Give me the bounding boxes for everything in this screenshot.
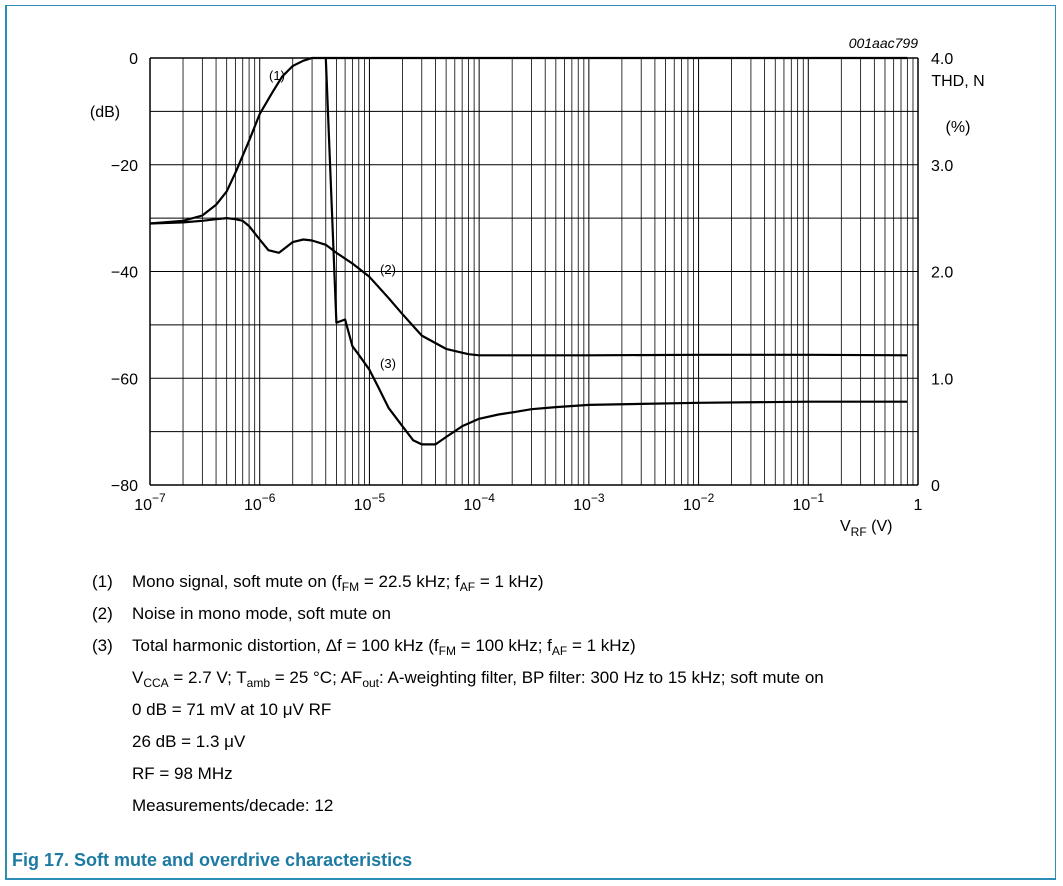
subscript: CCA: [143, 676, 169, 690]
subscript: AF: [459, 580, 476, 594]
note-text: Mono signal, soft mute on (fFM = 22.5 kH…: [132, 568, 544, 601]
text-run: : A-weighting filter, BP filter: 300 Hz …: [379, 668, 824, 687]
note-item: (3) Total harmonic distortion, Δf = 100 k…: [92, 632, 824, 664]
text-run: = 1 kHz): [567, 636, 636, 655]
chart-curves: [149, 56, 908, 446]
note-number: (1): [92, 572, 113, 591]
text-run: = 22.5 kHz; f: [359, 572, 460, 591]
x-tick-label: 1: [914, 497, 923, 514]
text-run: 26 dB = 1.3 μV: [132, 732, 246, 751]
x-tick-label: 10−5: [354, 491, 386, 514]
condition-line: 26 dB = 1.3 μV: [92, 728, 824, 760]
text-run: = 2.7 V; T: [168, 668, 247, 687]
figure-id: 001aac799: [849, 35, 919, 51]
chart-labels: (1) (2) (3) 0 −20 −40 −60 −80 (dB) 4.0 3.0 2.0 1.0 0 T…: [90, 35, 985, 539]
condition-line: RF = 98 MHz: [92, 760, 824, 792]
x-tick-label: 10−7: [134, 491, 166, 514]
y-left-tick-label: −20: [111, 158, 138, 175]
text-run: Total harmonic distortion, Δf = 100 kHz …: [132, 636, 439, 655]
y-right-axis-unit: (%): [946, 119, 971, 136]
subscript: amb: [246, 676, 270, 690]
figure-frame: [5, 5, 1056, 880]
chart: (1) (2) (3) 0 −20 −40 −60 −80 (dB) 4.0 3.0 2.0 1.0 0 T…: [90, 35, 985, 539]
y-right-tick-label: 2.0: [931, 265, 953, 282]
notes-block: (1) Mono signal, soft mute on (fFM = 22.5…: [92, 568, 824, 824]
y-left-tick-label: 0: [129, 51, 138, 68]
note-number: (3): [92, 636, 113, 655]
text-run: = 100 kHz; f: [455, 636, 552, 655]
y-right-tick-label: 3.0: [931, 158, 953, 175]
x-tick-label: 10−1: [793, 491, 825, 514]
series-label-3: (3): [380, 356, 396, 371]
condition-line: VCCA = 2.7 V; Tamb = 25 °C; AFout: A-wei…: [92, 664, 824, 696]
y-left-tick-label: −60: [111, 371, 138, 388]
series-line-2: [149, 217, 908, 357]
x-tick-label: 10−2: [683, 491, 715, 514]
x-axis-label: VRF (V): [840, 518, 892, 539]
subscript: AF: [551, 644, 568, 658]
subscript: out: [362, 676, 380, 690]
text-run: 0 dB = 71 mV at 10 μV RF: [132, 700, 332, 719]
text-run: Noise in mono mode, soft mute on: [132, 604, 391, 623]
subscript: FM: [438, 644, 456, 658]
conditions-list: VCCA = 2.7 V; Tamb = 25 °C; AFout: A-wei…: [92, 664, 824, 824]
x-tick-label: 10−3: [573, 491, 605, 514]
note-text: Total harmonic distortion, Δf = 100 kHz …: [132, 632, 636, 665]
text-run: Measurements/decade: 12: [132, 796, 334, 815]
y-right-tick-label: 0: [931, 478, 940, 495]
series-line-3: [324, 57, 908, 446]
series-line-1: [149, 56, 908, 225]
y-left-tick-label: −80: [111, 478, 138, 495]
series-label-1: (1): [269, 68, 285, 83]
notes-list: (1) Mono signal, soft mute on (fFM = 22.5…: [92, 568, 824, 664]
note-number: (2): [92, 604, 113, 623]
x-tick-label: 10−4: [463, 491, 495, 514]
y-left-tick-label: −40: [111, 265, 138, 282]
y-right-axis-label: THD, N: [931, 73, 984, 90]
condition-line: 0 dB = 71 mV at 10 μV RF: [92, 696, 824, 728]
condition-line: Measurements/decade: 12: [92, 792, 824, 824]
text-run: V: [132, 668, 144, 687]
x-tick-label: 10−6: [244, 491, 276, 514]
y-right-tick-label: 4.0: [931, 51, 953, 68]
figure-caption: Fig 17. Soft mute and overdrive characte…: [12, 850, 413, 870]
y-left-axis-label: (dB): [90, 104, 120, 121]
subscript: FM: [341, 580, 360, 594]
chart-grid: [149, 57, 919, 486]
text-run: = 25 °C; AF: [270, 668, 363, 687]
text-run: RF = 98 MHz: [132, 764, 233, 783]
y-right-tick-label: 1.0: [931, 371, 953, 388]
text-run: = 1 kHz): [475, 572, 544, 591]
series-label-2: (2): [380, 262, 396, 277]
note-item: (1) Mono signal, soft mute on (fFM = 22.5…: [92, 568, 824, 600]
note-item: (2) Noise in mono mode, soft mute on: [92, 600, 824, 632]
text-run: Mono signal, soft mute on (f: [132, 572, 342, 591]
note-text: Noise in mono mode, soft mute on: [132, 600, 391, 628]
